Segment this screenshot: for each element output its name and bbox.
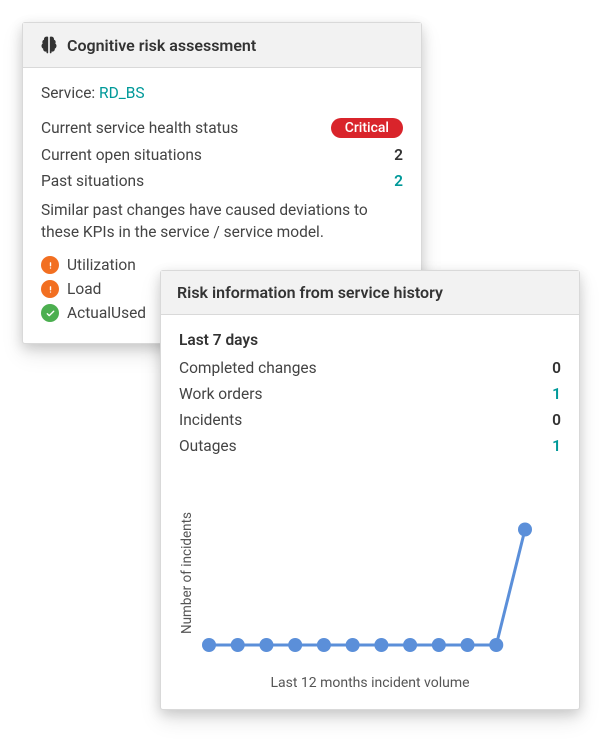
- card-header: Cognitive risk assessment: [23, 23, 421, 68]
- history-label: Incidents: [179, 411, 242, 429]
- brain-icon: [39, 35, 59, 55]
- period-label: Last 7 days: [179, 331, 561, 349]
- kpi-name: Utilization: [67, 256, 136, 274]
- card-title: Risk information from service history: [177, 283, 443, 302]
- history-value[interactable]: 1: [552, 437, 561, 455]
- card-header: Risk information from service history: [161, 271, 579, 315]
- service-label: Service:: [41, 84, 95, 102]
- history-row: Work orders 1: [179, 381, 561, 407]
- history-value: 0: [552, 411, 561, 429]
- card-body: Last 7 days Completed changes 0 Work order…: [161, 315, 579, 709]
- kpi-name: ActualUsed: [67, 304, 146, 322]
- history-row: Completed changes 0: [179, 355, 561, 381]
- past-situations-label: Past situations: [41, 172, 144, 190]
- history-label: Completed changes: [179, 359, 317, 377]
- history-rows: Completed changes 0 Work orders 1 Incidents 0…: [179, 355, 561, 459]
- history-value: 0: [552, 359, 561, 377]
- history-label: Outages: [179, 437, 237, 455]
- open-situations-value: 2: [394, 146, 403, 164]
- health-row: Current service health status Critical: [41, 114, 403, 142]
- open-situations-label: Current open situations: [41, 146, 202, 164]
- chart-plot: [201, 481, 561, 665]
- card-title: Cognitive risk assessment: [67, 36, 256, 55]
- warning-icon: [41, 256, 59, 274]
- history-value[interactable]: 1: [552, 385, 561, 403]
- status-badge: Critical: [331, 118, 403, 138]
- past-situations-row: Past situations 2: [41, 168, 403, 194]
- kpi-name: Load: [67, 280, 101, 298]
- ok-icon: [41, 304, 59, 322]
- history-row: Incidents 0: [179, 407, 561, 433]
- history-row: Outages 1: [179, 433, 561, 459]
- chart-ylabel: Number of incidents: [179, 512, 195, 634]
- history-label: Work orders: [179, 385, 262, 403]
- health-label: Current service health status: [41, 119, 238, 137]
- kpi-description: Similar past changes have caused deviati…: [41, 200, 403, 243]
- chart-caption: Last 12 months incident volume: [179, 675, 561, 691]
- past-situations-value[interactable]: 2: [394, 172, 403, 190]
- service-name-link[interactable]: RD_BS: [99, 84, 145, 102]
- risk-history-card: Risk information from service history La…: [160, 270, 580, 710]
- open-situations-row: Current open situations 2: [41, 142, 403, 168]
- warning-icon: [41, 280, 59, 298]
- incident-chart: Number of incidents: [179, 481, 561, 665]
- service-line: Service: RD_BS: [41, 84, 403, 102]
